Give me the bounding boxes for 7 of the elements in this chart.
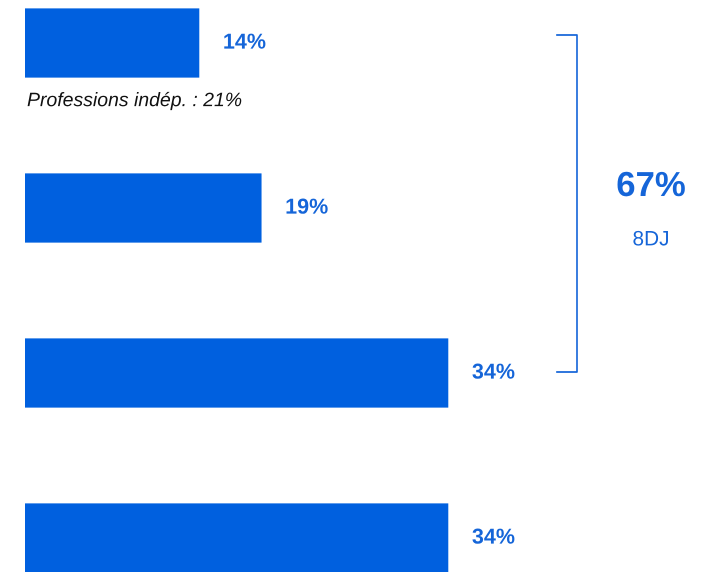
annotation: Professions indép. : 21% — [28, 92, 242, 110]
data-label: 19% — [286, 198, 328, 214]
text: 8DJ — [633, 230, 668, 246]
text: 67% — [618, 172, 685, 196]
data-label: 14% — [224, 34, 266, 49]
data-label: 34% — [472, 528, 514, 544]
data-label: 34% — [472, 364, 514, 379]
